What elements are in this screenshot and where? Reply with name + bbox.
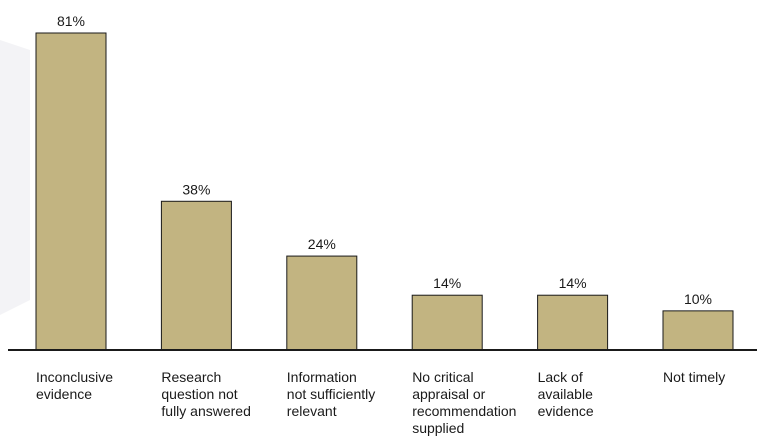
category-label-line: No critical xyxy=(412,369,473,385)
category-label-line: fully answered xyxy=(161,403,251,419)
value-label-1: 81% xyxy=(57,13,85,29)
category-label-line: Information xyxy=(287,369,357,385)
category-label-line: recommendation xyxy=(412,403,516,419)
category-label-line: not sufficiently xyxy=(287,386,375,402)
category-label-line: question not xyxy=(161,386,237,402)
value-label-4: 14% xyxy=(433,275,461,291)
category-label-4: No critical appraisal or recommendation sup… xyxy=(412,369,516,436)
category-label-line: appraisal or xyxy=(412,386,485,402)
value-label-3: 24% xyxy=(308,236,336,252)
value-label-2: 38% xyxy=(182,181,210,197)
category-label-line: relevant xyxy=(287,403,337,419)
category-label-line: Not timely xyxy=(663,369,725,385)
category-label-line: supplied xyxy=(412,420,464,436)
category-label-1: Inconclusive evidence xyxy=(36,369,113,402)
bar-1 xyxy=(35,32,107,351)
value-label-6: 10% xyxy=(684,291,712,307)
category-label-line: available xyxy=(538,386,593,402)
background-decoration xyxy=(0,40,30,315)
bar-4 xyxy=(411,294,483,351)
category-label-line: evidence xyxy=(538,403,594,419)
category-label-line: Lack of xyxy=(538,369,583,385)
category-label-5: Lack of available evidence xyxy=(538,369,594,419)
category-label-3: Information not sufficiently relevant xyxy=(287,369,375,419)
bar-6 xyxy=(662,310,734,351)
category-label-6: Not timely xyxy=(663,369,725,385)
bar-5 xyxy=(537,294,609,351)
bars-layer xyxy=(35,32,734,351)
category-label-line: Research xyxy=(161,369,221,385)
bar-2 xyxy=(160,200,232,351)
category-label-line: evidence xyxy=(36,386,92,402)
category-label-line: Inconclusive xyxy=(36,369,113,385)
bar-3 xyxy=(286,255,358,351)
category-label-2: Research question not fully answered xyxy=(161,369,251,419)
value-label-5: 14% xyxy=(559,275,587,291)
